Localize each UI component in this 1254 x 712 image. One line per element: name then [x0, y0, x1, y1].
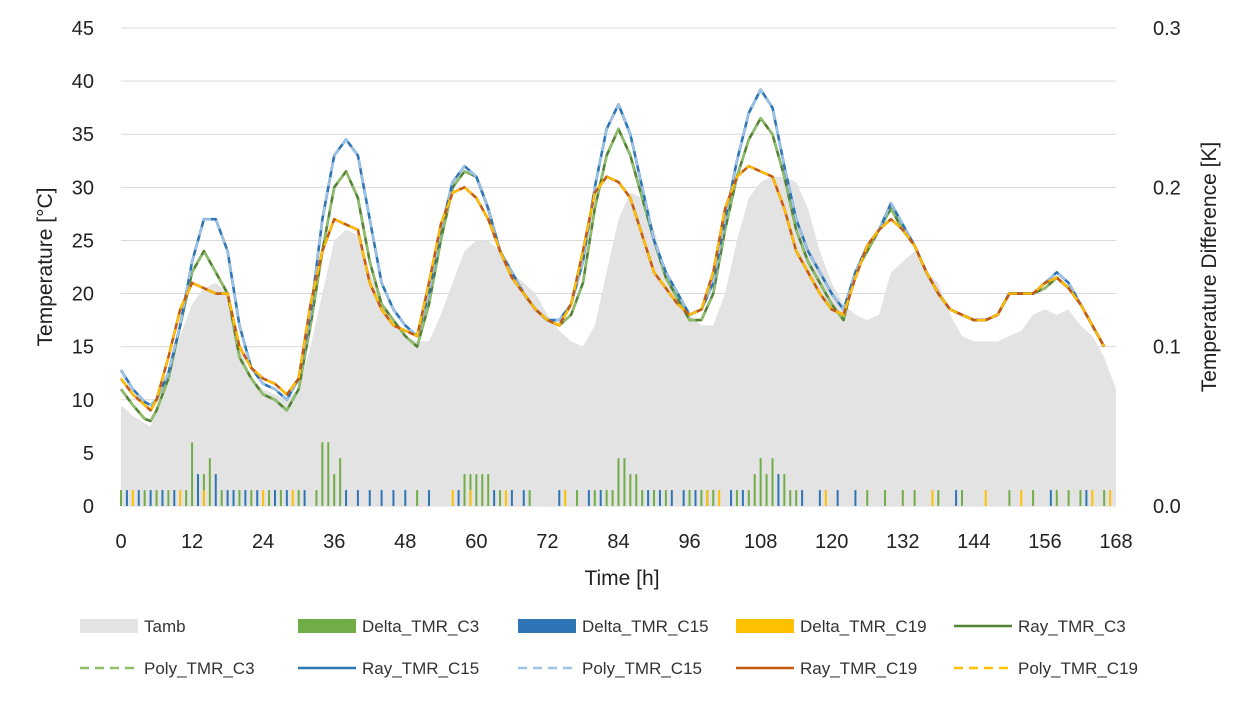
y-axis-right-ticks: 0.0 0.1 0.2 0.3	[1153, 18, 1181, 518]
y-tick-label: 45	[72, 18, 94, 40]
x-tick-label: 72	[536, 531, 558, 553]
y-axis-left-title: Temperature [°C]	[34, 188, 57, 347]
x-tick-label: 24	[252, 531, 274, 553]
y-tick-label: 40	[72, 71, 94, 93]
x-tick-label: 168	[1099, 531, 1132, 553]
legend-label: Tamb	[144, 617, 186, 636]
legend: Tamb Delta_TMR_C3 Delta_TMR_C15 Delta_TMR_C…	[80, 617, 1138, 678]
y-axis-right-title: Temperature Difference [K]	[1198, 142, 1221, 393]
legend-item-delta-tmr-c3: Delta_TMR_C3	[298, 617, 479, 636]
legend-label: Ray_TMR_C15	[362, 659, 479, 678]
x-tick-label: 84	[607, 531, 629, 553]
ambient-area	[121, 176, 1116, 506]
legend-item-delta-tmr-c15: Delta_TMR_C15	[518, 617, 709, 636]
legend-swatch	[736, 619, 794, 633]
x-tick-label: 108	[744, 531, 777, 553]
legend-swatch	[518, 619, 576, 633]
legend-label: Poly_TMR_C19	[1018, 659, 1138, 678]
y-tick-label: 20	[72, 284, 94, 306]
y2-tick-label: 0.2	[1153, 177, 1181, 199]
y-axis-left-ticks: 0 5 10 15 20 25 30 35 40 45	[72, 18, 94, 518]
x-tick-label: 0	[115, 531, 126, 553]
x-tick-label: 120	[815, 531, 848, 553]
x-axis-title: Time [h]	[584, 567, 659, 590]
y-tick-label: 0	[83, 496, 94, 518]
y-tick-label: 25	[72, 230, 94, 252]
y-tick-label: 35	[72, 124, 94, 146]
y-tick-label: 15	[72, 337, 94, 359]
legend-item-poly-tmr-c3: Poly_TMR_C3	[80, 659, 255, 678]
y2-tick-label: 0.1	[1153, 337, 1181, 359]
legend-item-poly-tmr-c15: Poly_TMR_C15	[518, 659, 702, 678]
legend-item-delta-tmr-c19: Delta_TMR_C19	[736, 617, 927, 636]
x-tick-label: 132	[886, 531, 919, 553]
legend-label: Delta_TMR_C3	[362, 617, 479, 636]
x-tick-label: 60	[465, 531, 487, 553]
legend-label: Ray_TMR_C19	[800, 659, 917, 678]
legend-swatch	[80, 619, 138, 633]
y-tick-label: 30	[72, 177, 94, 199]
legend-label: Delta_TMR_C15	[582, 617, 709, 636]
x-tick-label: 48	[394, 531, 416, 553]
legend-item-tamb: Tamb	[80, 617, 186, 636]
difference-spikes	[120, 442, 1112, 506]
legend-item-ray-tmr-c19: Ray_TMR_C19	[736, 659, 917, 678]
legend-item-ray-tmr-c15: Ray_TMR_C15	[298, 659, 479, 678]
line-poly-tmr-c19	[120, 164, 1106, 412]
y-tick-label: 10	[72, 390, 94, 412]
x-tick-label: 144	[957, 531, 990, 553]
x-tick-label: 12	[181, 531, 203, 553]
legend-label: Poly_TMR_C15	[582, 659, 702, 678]
legend-item-poly-tmr-c19: Poly_TMR_C19	[954, 659, 1138, 678]
legend-label: Ray_TMR_C3	[1018, 617, 1126, 636]
area-tamb	[121, 176, 1116, 506]
legend-swatch	[298, 619, 356, 633]
y-tick-label: 5	[83, 443, 94, 465]
legend-item-ray-tmr-c3: Ray_TMR_C3	[954, 617, 1126, 636]
x-tick-label: 156	[1028, 531, 1061, 553]
x-tick-label: 96	[678, 531, 700, 553]
series-lines	[119, 88, 1106, 423]
line-poly-tmr-c15	[120, 88, 1106, 407]
legend-label: Poly_TMR_C3	[144, 659, 255, 678]
legend-label: Delta_TMR_C19	[800, 617, 927, 636]
x-axis-ticks: 0 12 24 36 48 60 72 84 96 108 120 132 144 156 168	[115, 531, 1132, 553]
y2-tick-label: 0.0	[1153, 496, 1181, 518]
x-tick-label: 36	[323, 531, 345, 553]
y2-tick-label: 0.3	[1153, 18, 1181, 40]
